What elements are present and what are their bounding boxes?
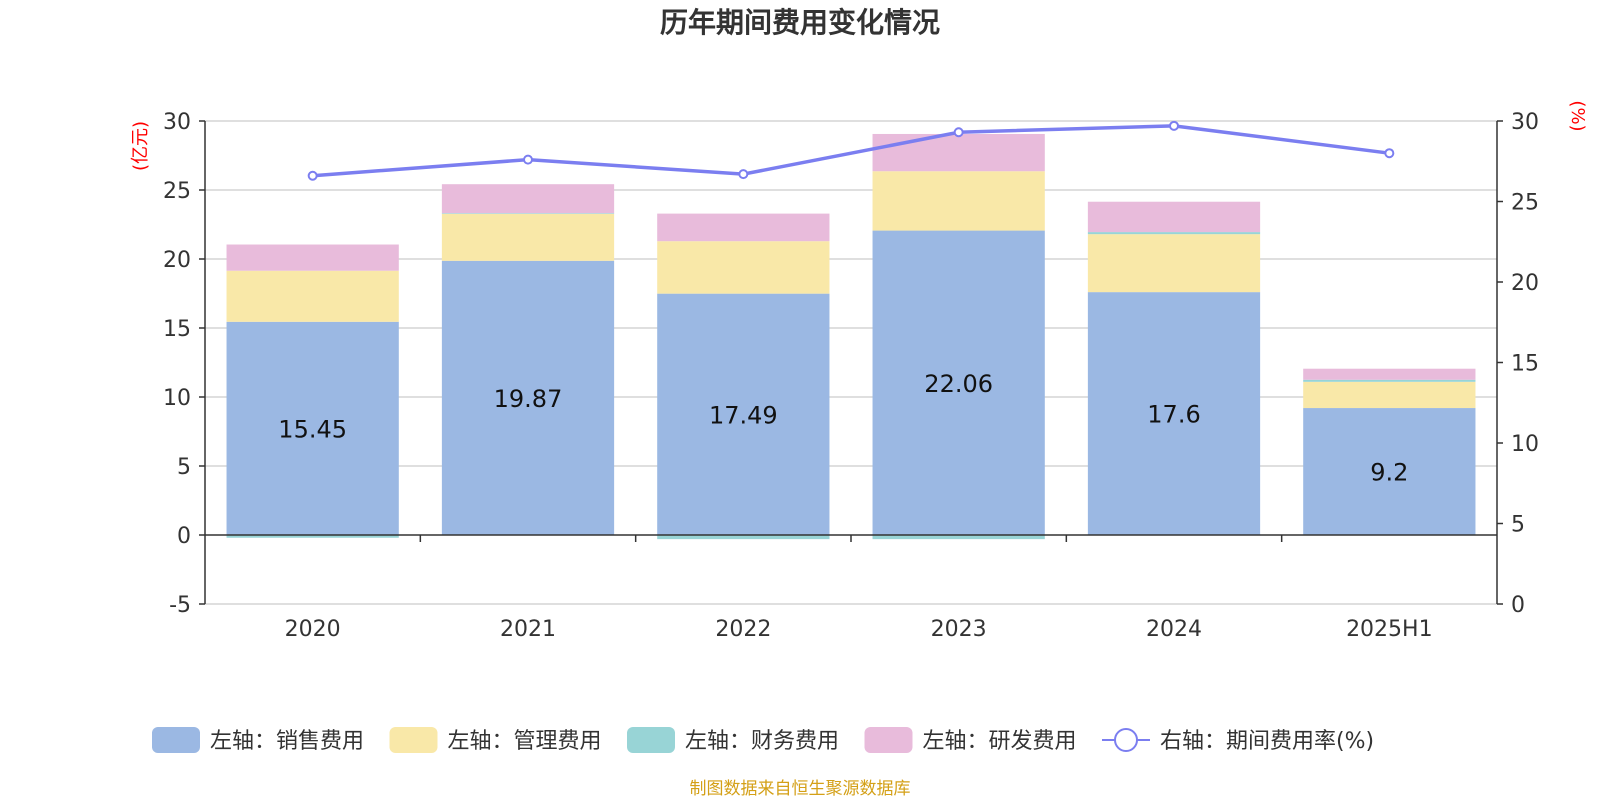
- left-tick-label: 25: [163, 179, 191, 204]
- bar-segment: [657, 535, 830, 540]
- bar-segment: [1087, 234, 1261, 293]
- bars: [226, 133, 1476, 540]
- bar-segment: [441, 213, 615, 214]
- legend-swatch: [389, 727, 438, 753]
- bar-segment: [1303, 368, 1476, 380]
- bar-data-label: 17.49: [709, 401, 778, 429]
- bar-segment: [441, 213, 615, 261]
- legend-label: 左轴：管理费用: [448, 729, 602, 754]
- left-tick-label: 20: [163, 248, 191, 273]
- legend-swatch: [152, 727, 200, 753]
- bar-segment: [1303, 379, 1476, 382]
- x-tick-label: 2025H1: [1346, 617, 1433, 642]
- legend-label: 左轴：财务费用: [685, 729, 839, 754]
- left-tick-label: 0: [177, 524, 191, 549]
- bar-segment: [872, 133, 1045, 172]
- x-tick-label: 2022: [715, 617, 771, 642]
- legend-label: 右轴：期间费用率(%): [1160, 729, 1374, 754]
- rate-line-point: [738, 169, 749, 180]
- left-tick-label: 15: [163, 317, 191, 342]
- right-tick-label: 0: [1511, 593, 1525, 618]
- left-tick-label: -5: [169, 593, 191, 618]
- right-tick-label: 30: [1511, 110, 1539, 135]
- bar-data-label: 15.45: [278, 415, 347, 443]
- right-axis-unit: (%): [1567, 100, 1588, 131]
- rate-line-point: [1384, 148, 1395, 159]
- left-axis-unit: (亿元): [130, 121, 151, 171]
- bar-segment: [226, 270, 399, 322]
- x-tick-label: 2024: [1146, 617, 1202, 642]
- legend: 左轴：销售费用 左轴：管理费用 左轴：财务费用 左轴：研发费用 右轴：期间费用率(%): [152, 727, 1374, 754]
- source-note: 制图数据来自恒生聚源数据库: [690, 779, 911, 799]
- bar-segment: [1303, 381, 1476, 409]
- left-tick-label: 10: [163, 386, 191, 411]
- rate-line: [307, 120, 1395, 181]
- right-tick-label: 10: [1511, 432, 1539, 457]
- bar-segment: [657, 213, 830, 242]
- left-tick-label: 30: [163, 110, 191, 135]
- bar-segment: [872, 535, 1045, 540]
- right-tick-label: 15: [1511, 352, 1539, 377]
- legend-swatch: [627, 727, 675, 753]
- bar-segment: [441, 260, 615, 535]
- bar-data-label: 19.87: [494, 385, 563, 413]
- rate-line-point: [953, 127, 964, 138]
- x-tick-label: 2021: [500, 617, 556, 642]
- bar-segment: [1303, 408, 1476, 535]
- grid-lines: [205, 120, 1497, 605]
- chart-title: 历年期间费用变化情况: [660, 6, 940, 39]
- x-tick-label: 2023: [931, 617, 987, 642]
- bar-segment: [1087, 292, 1261, 535]
- rate-line-point: [523, 154, 533, 165]
- bar-segment: [226, 244, 399, 271]
- bar-segment: [872, 230, 1045, 535]
- bar-segment: [1087, 232, 1261, 235]
- bar-segment: [872, 171, 1045, 231]
- bar-segment: [441, 184, 615, 214]
- bar-data-label: 22.06: [924, 370, 993, 398]
- axes: -5 0 5 10 15 20 25 30 0 5 10 15 20 25 30 2020 2021 2022 20…: [163, 110, 1539, 642]
- rate-line-path: [312, 124, 1390, 178]
- rate-line-point: [307, 170, 318, 181]
- right-tick-label: 25: [1511, 191, 1539, 216]
- bar-segment: [657, 241, 830, 294]
- legend-label: 左轴：销售费用: [210, 729, 364, 754]
- legend-marker-swatch: [1114, 728, 1138, 752]
- bar-segment: [226, 321, 399, 535]
- data-labels: 15.45 19.87 17.49 22.06 17.6 9.2: [278, 370, 1408, 487]
- rate-line-point: [1169, 120, 1179, 131]
- bar-data-label: 17.6: [1147, 401, 1200, 429]
- bar-data-label: 9.2: [1370, 459, 1408, 487]
- bar-segment: [226, 535, 399, 538]
- left-tick-label: 5: [177, 455, 191, 480]
- x-tick-label: 2020: [285, 617, 341, 642]
- bar-segment: [657, 293, 830, 535]
- bar-segment: [1087, 201, 1261, 233]
- legend-swatch: [864, 727, 913, 753]
- right-tick-label: 5: [1511, 513, 1525, 538]
- right-tick-label: 20: [1511, 271, 1539, 296]
- legend-label: 左轴：研发费用: [923, 729, 1077, 754]
